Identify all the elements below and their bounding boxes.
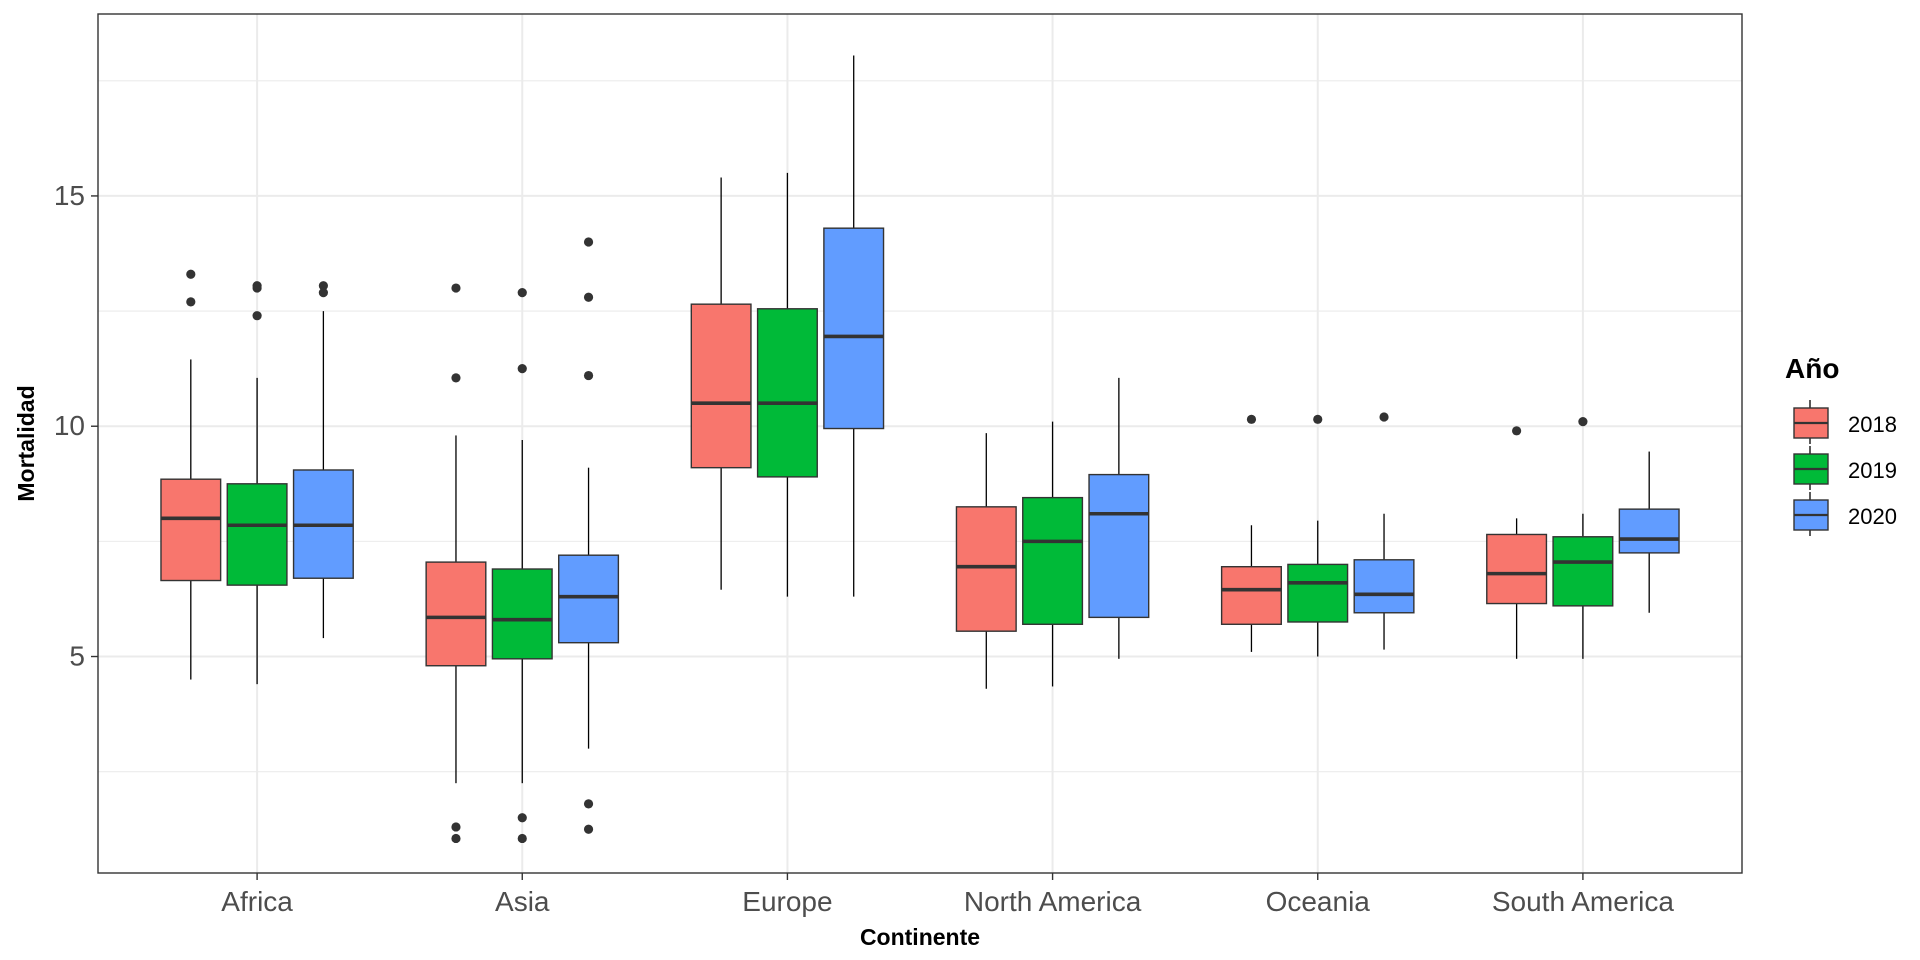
box-2020	[1353, 559, 1415, 614]
outlier-point	[186, 269, 196, 279]
outlier-point	[517, 364, 527, 374]
outlier-point	[252, 311, 262, 321]
y-tick-label: 5	[69, 641, 85, 672]
legend-label: 2019	[1848, 458, 1897, 483]
legend: Año 2018 2019 2020	[1785, 353, 1897, 536]
box-2019	[756, 308, 818, 478]
box-2020	[1618, 508, 1680, 554]
box-2020	[1088, 473, 1150, 619]
y-tick-label: 15	[54, 180, 85, 211]
box-2018	[1486, 533, 1548, 605]
gridlines	[98, 14, 1742, 873]
outlier-point	[252, 281, 262, 291]
legend-title: Año	[1785, 353, 1839, 384]
outlier-point	[583, 824, 594, 834]
legend-item: 2020	[1793, 492, 1897, 536]
outlier-point	[1578, 417, 1588, 427]
x-axis-title: Continente	[860, 924, 980, 950]
legend-label: 2020	[1848, 504, 1897, 529]
box-2018	[690, 303, 752, 469]
outlier-point	[451, 833, 461, 844]
box-group	[160, 269, 354, 685]
y-tick-label: 10	[54, 410, 85, 441]
box-group	[1486, 417, 1680, 659]
x-tick-label: Oceania	[1266, 886, 1371, 917]
panel-border	[97, 13, 1743, 874]
y-axis-title: Mortalidad	[13, 385, 39, 501]
outlier-point	[583, 370, 594, 381]
outlier-point	[451, 822, 461, 832]
outlier-point	[1313, 414, 1323, 424]
x-tick-label: Asia	[495, 886, 550, 917]
outlier-point	[318, 281, 328, 291]
outlier-point	[517, 813, 527, 823]
outlier-point	[1379, 412, 1389, 422]
box-2020	[823, 227, 885, 430]
box-2019	[1287, 563, 1349, 623]
box-2019	[491, 568, 553, 660]
legend-item: 2018	[1793, 400, 1897, 444]
boxes	[160, 55, 1680, 844]
box-group	[425, 237, 620, 844]
box-2019	[1022, 496, 1084, 625]
outlier-point	[583, 237, 594, 247]
box-2018	[955, 506, 1017, 632]
box-2019	[226, 483, 288, 586]
outlier-point	[186, 297, 196, 307]
box-2018	[425, 561, 487, 667]
x-tick-label: Africa	[221, 886, 293, 917]
box-2020	[558, 554, 620, 644]
outlier-point	[451, 373, 461, 383]
box-group	[1220, 412, 1415, 657]
outlier-point	[517, 288, 527, 298]
box-group	[690, 55, 885, 597]
box-2018	[160, 478, 222, 582]
outlier-point	[583, 292, 594, 302]
outlier-point	[451, 283, 461, 293]
box-2018	[1220, 566, 1282, 625]
x-tick-label: North America	[964, 886, 1142, 917]
outlier-point	[583, 799, 594, 809]
x-tick-label: South America	[1492, 886, 1675, 917]
box-2019	[1552, 536, 1614, 607]
outlier-point	[318, 288, 328, 298]
axes: 5 10 15 Africa Asia Europe North America Oceani…	[54, 180, 1675, 917]
legend-item: 2019	[1793, 446, 1897, 490]
x-tick-label: Europe	[742, 886, 832, 917]
outlier-point	[1512, 426, 1522, 436]
box-group	[955, 377, 1150, 689]
legend-label: 2018	[1848, 412, 1897, 437]
outlier-point	[1246, 414, 1257, 424]
outlier-point	[517, 833, 527, 844]
